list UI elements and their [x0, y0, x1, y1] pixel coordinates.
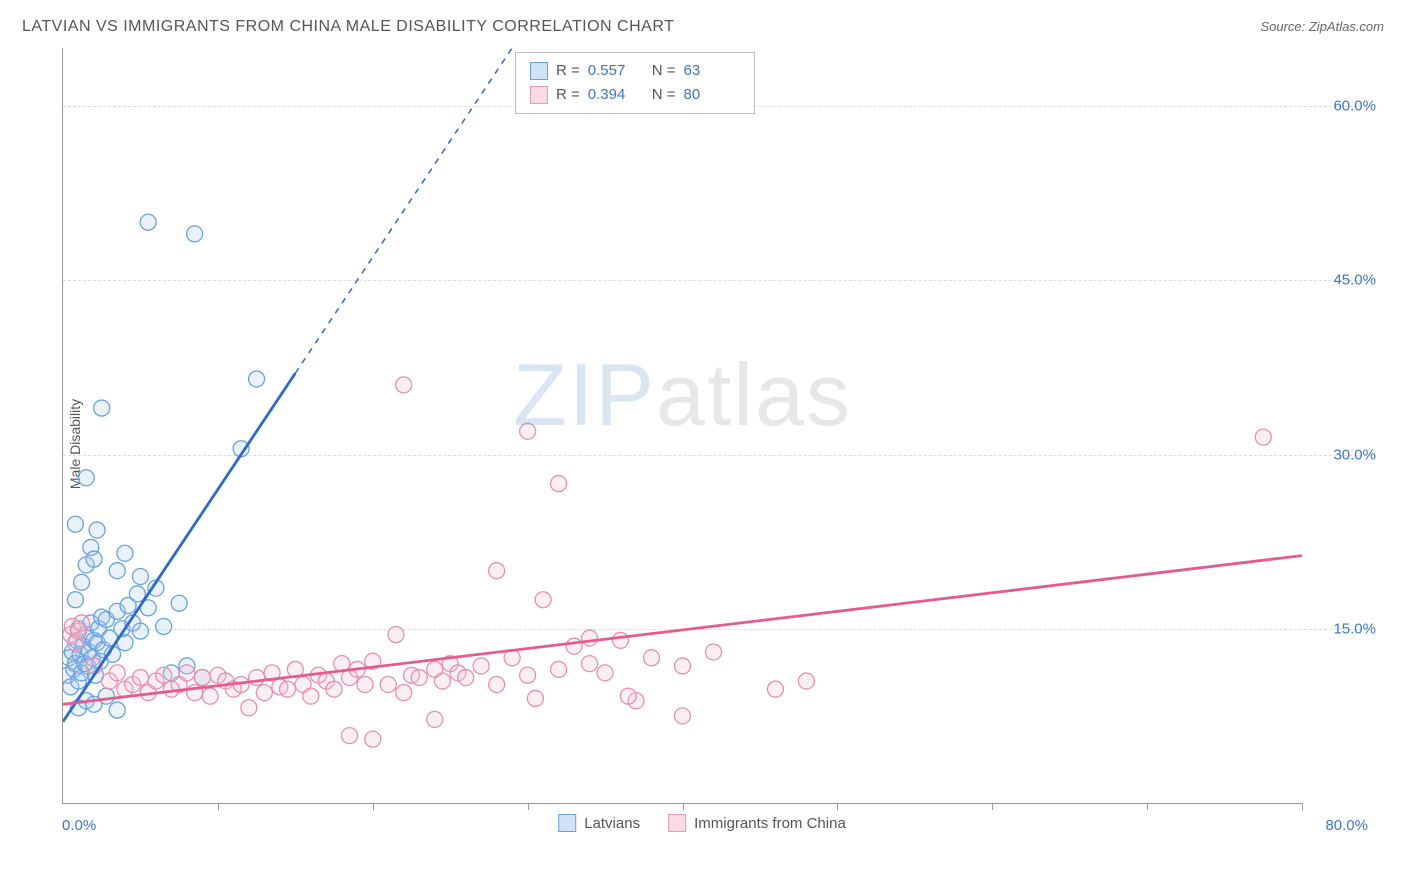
n-value-2: 80	[684, 83, 740, 107]
x-axis-min-label: 0.0%	[62, 817, 96, 834]
regression-line	[63, 373, 295, 721]
x-tick	[1147, 803, 1148, 810]
n-label-1: N =	[652, 59, 676, 83]
x-tick	[992, 803, 993, 810]
regression-line	[63, 556, 1302, 705]
stats-swatch-2	[530, 86, 548, 104]
y-tick-label: 30.0%	[1333, 446, 1376, 463]
r-label-1: R =	[556, 59, 580, 83]
source-prefix: Source:	[1260, 19, 1308, 34]
r-value-1: 0.557	[588, 59, 644, 83]
plot-region: ZIPatlas R = 0.557 N = 63 R = 0.394 N = …	[62, 48, 1302, 804]
y-tick-label: 45.0%	[1333, 272, 1376, 289]
x-tick	[373, 803, 374, 810]
series-legend: Latvians Immigrants from China	[558, 814, 846, 832]
stats-legend: R = 0.557 N = 63 R = 0.394 N = 80	[515, 52, 755, 114]
regression-lines-layer	[63, 48, 1302, 803]
r-label-2: R =	[556, 83, 580, 107]
chart-title: LATVIAN VS IMMIGRANTS FROM CHINA MALE DI…	[22, 18, 674, 36]
source-name: ZipAtlas.com	[1309, 19, 1384, 34]
x-tick	[528, 803, 529, 810]
series-label-2: Immigrants from China	[694, 815, 846, 832]
source-attribution: Source: ZipAtlas.com	[1260, 19, 1384, 34]
x-axis-max-label: 80.0%	[1325, 817, 1368, 834]
x-tick	[1302, 803, 1303, 810]
stats-swatch-1	[530, 62, 548, 80]
r-value-2: 0.394	[588, 83, 644, 107]
y-tick-label: 60.0%	[1333, 98, 1376, 115]
x-tick	[837, 803, 838, 810]
y-tick-label: 15.0%	[1333, 620, 1376, 637]
series-swatch-1	[558, 814, 576, 832]
chart-area: Male Disability ZIPatlas R = 0.557 N = 6…	[22, 44, 1382, 844]
series-label-1: Latvians	[584, 815, 640, 832]
chart-container: LATVIAN VS IMMIGRANTS FROM CHINA MALE DI…	[0, 0, 1406, 892]
x-tick	[218, 803, 219, 810]
regression-line-extrapolated	[295, 48, 527, 373]
series-legend-item-1: Latvians	[558, 814, 640, 832]
n-value-1: 63	[684, 59, 740, 83]
stats-legend-row-1: R = 0.557 N = 63	[530, 59, 740, 83]
stats-legend-row-2: R = 0.394 N = 80	[530, 83, 740, 107]
series-swatch-2	[668, 814, 686, 832]
series-legend-item-2: Immigrants from China	[668, 814, 846, 832]
n-label-2: N =	[652, 83, 676, 107]
header: LATVIAN VS IMMIGRANTS FROM CHINA MALE DI…	[22, 18, 1384, 36]
x-tick	[683, 803, 684, 810]
